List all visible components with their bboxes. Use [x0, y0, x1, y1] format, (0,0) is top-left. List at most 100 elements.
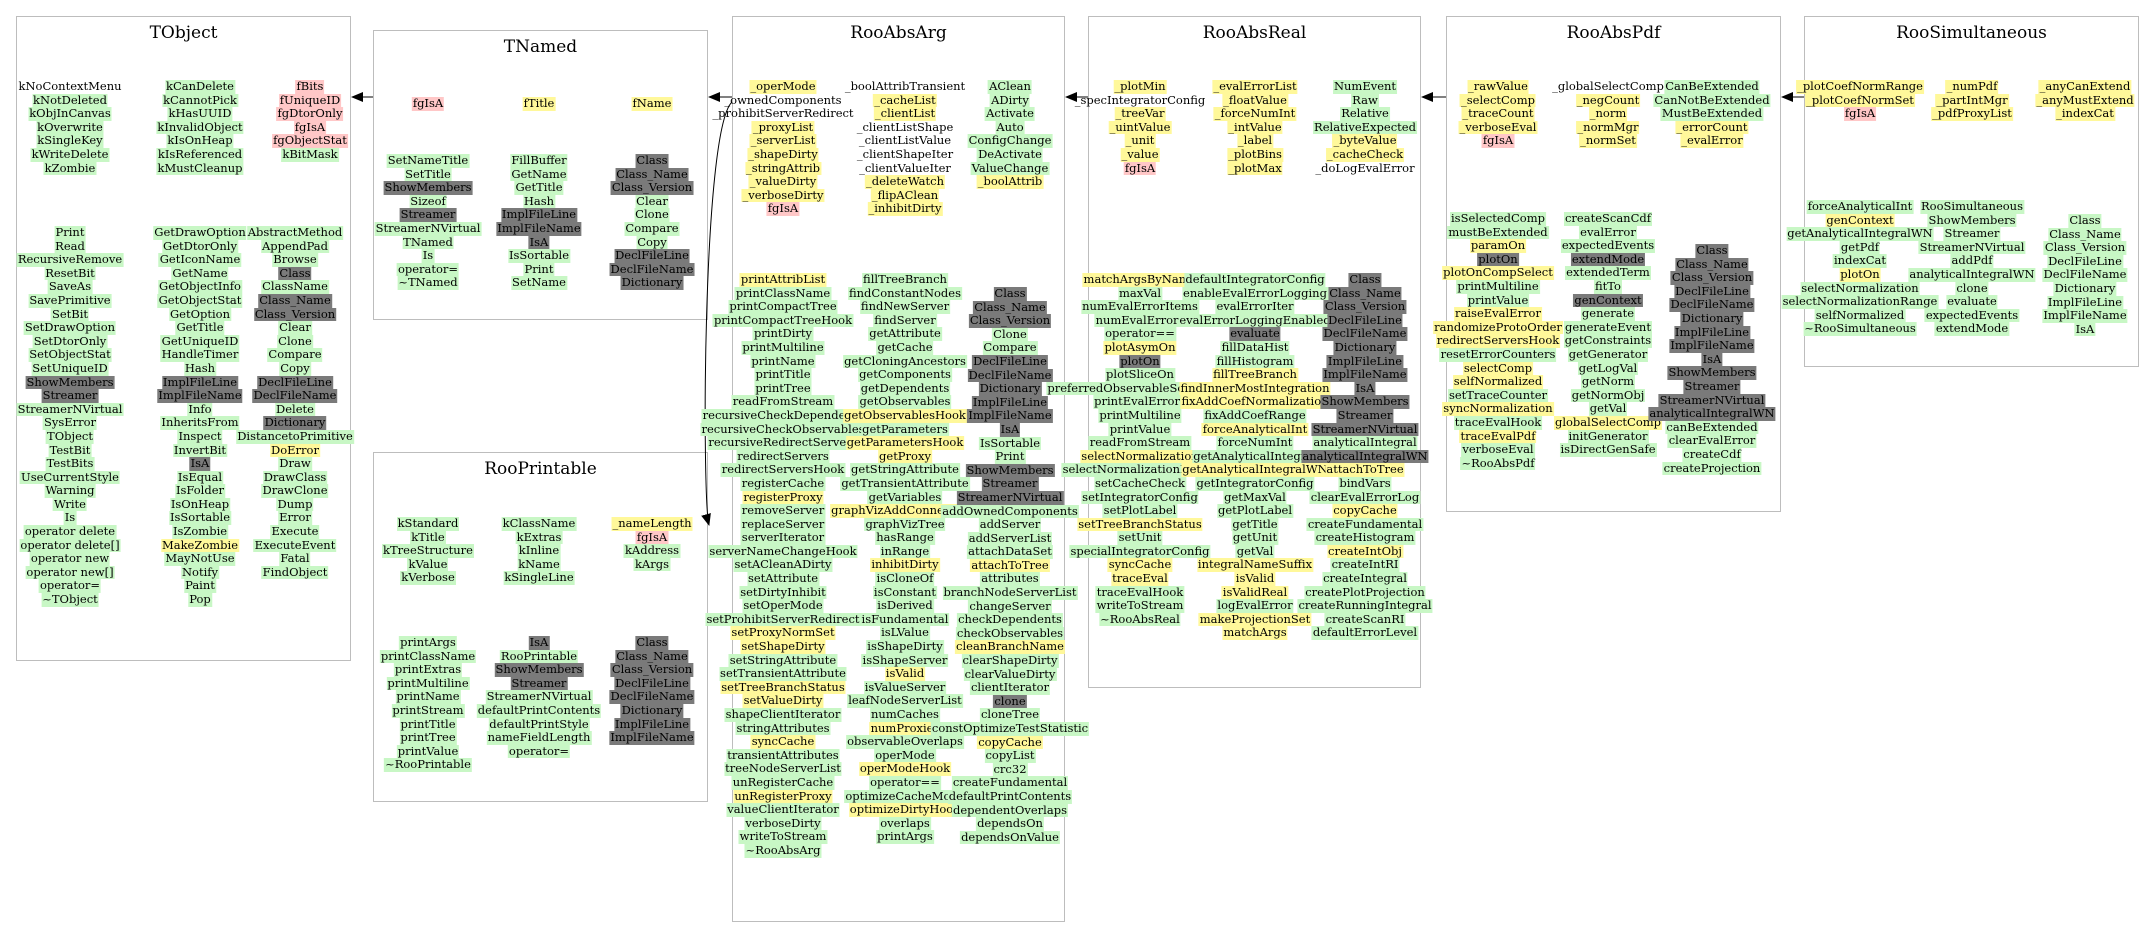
member-column: fBits fUniqueID fgDtorOnly fgIsA fgObjectSta…	[272, 79, 348, 162]
member-item: Class_Version	[610, 662, 694, 677]
member-item: Dictionary	[263, 415, 327, 430]
member-item: randomizeProtoOrder	[1433, 319, 1563, 335]
member-item: IsZombie	[171, 524, 229, 539]
member-item: makeProjectionSet	[1198, 611, 1312, 627]
member-item: printClassName	[734, 285, 832, 301]
member-item: getParametersHook	[845, 435, 965, 450]
member-item: _evalError	[1680, 133, 1744, 148]
member-column: kNoContextMenu kNotDeleted kObjInCanvas kOv…	[17, 79, 122, 176]
member-item: ImplFileName	[1669, 338, 1755, 353]
member-item: Class	[993, 286, 1027, 301]
member-item: attachDataSet	[967, 544, 1053, 559]
member-item: attachToTree	[970, 557, 1050, 573]
member-item: constOptimizeTestStatistic	[930, 721, 1090, 736]
member-item: isDirectGenSafe	[1559, 442, 1657, 457]
member-item: clearEvalErrorLog	[1309, 489, 1421, 505]
member-item: analyticalIntegral	[1312, 435, 1418, 450]
member-item: isShapeServer	[861, 652, 949, 668]
member-item: RelativeExpected	[1313, 119, 1417, 135]
member-item: ResetBit	[44, 265, 96, 281]
member-item: selfNormalized	[1814, 307, 1906, 323]
member-item: Fatal	[279, 551, 311, 566]
member-item: operMode	[874, 747, 936, 763]
member-item: IsA	[1354, 380, 1376, 396]
member-item: Class	[2068, 213, 2102, 228]
member-item: Compare	[267, 347, 323, 362]
member-item: Class	[635, 153, 669, 168]
member-item: kCannotPick	[162, 92, 238, 108]
member-item: DeclFileName	[1669, 297, 1755, 312]
member-item: StreamerNVirtual	[1311, 421, 1419, 437]
member-item: operator=	[38, 578, 102, 594]
member-item: _anyCanExtend	[2038, 79, 2132, 94]
member-item: Warning	[44, 483, 96, 498]
member-item: _cacheList	[873, 92, 937, 108]
member-item: ShowMembers	[494, 662, 584, 677]
member-item: createScanCdf	[1563, 211, 1653, 226]
member-item: selectNormalization	[1800, 280, 1920, 296]
member-item: SysError	[42, 415, 98, 430]
member-item: isCloneOf	[875, 571, 935, 586]
member-item: AClean	[988, 79, 1032, 94]
member-item: dependentOverlaps	[952, 802, 1068, 818]
member-item: ImplFileLine	[971, 394, 1049, 410]
member-item: isValidReal	[1221, 584, 1289, 600]
member-item: plotAsymOn	[1103, 339, 1177, 355]
member-item: _inhibitDirty	[867, 201, 943, 216]
member-item: overlaps	[879, 815, 931, 831]
member-item: Write	[53, 496, 87, 512]
member-item: maxVal	[1117, 285, 1163, 301]
member-item: createPlotProjection	[1304, 584, 1426, 600]
member-item: kValue	[407, 556, 449, 572]
member-item: Is	[421, 248, 435, 263]
member-item: cloneTree	[979, 707, 1041, 722]
member-item: _anyMustExtend	[2035, 92, 2135, 108]
member-item: SetTitle	[404, 166, 452, 182]
member-item: Paint	[184, 578, 216, 594]
member-item: Class_Name	[1675, 256, 1749, 272]
member-item: setAttribute	[746, 571, 820, 586]
member-item: readFromStream	[1088, 435, 1192, 450]
member-item: selectComp	[1462, 360, 1534, 376]
member-item: setStringAttribute	[728, 652, 838, 668]
member-item: getStringAttribute	[850, 462, 960, 477]
member-column: fTitle	[522, 96, 556, 111]
member-item: unRegisterCache	[731, 774, 835, 790]
member-item: traceEvalPdf	[1459, 428, 1537, 444]
member-item: setProhibitServerRedirect	[705, 611, 861, 627]
member-item: DeclFileLine	[972, 353, 1048, 369]
member-item: RooSimultaneous	[1920, 199, 2024, 214]
member-item: evalErrorIter	[1215, 299, 1295, 314]
member-item: evaluate	[1229, 326, 1281, 341]
member-item: Class	[278, 265, 312, 281]
member-item: Dictionary	[2053, 280, 2117, 296]
member-item: genContext	[1825, 212, 1895, 228]
member-item: enableEvalErrorLogging	[1182, 285, 1328, 301]
class-title: TObject	[149, 23, 218, 43]
member-item: Is	[63, 510, 77, 526]
member-item: copyList	[984, 748, 1036, 763]
member-item: analyticalIntegralWN	[1648, 406, 1776, 421]
member-item: Inspect	[177, 428, 223, 444]
member-item: _forceNumInt	[1213, 106, 1297, 121]
member-item: printTitle	[754, 367, 812, 382]
member-item: DeclFileName	[1322, 326, 1408, 341]
member-item: clientIterator	[969, 680, 1050, 695]
member-item: shapeClientIterator	[724, 707, 842, 722]
member-item: NumEvent	[1332, 79, 1398, 94]
member-item: observableOverlaps	[846, 734, 964, 749]
member-item: createFundamental	[1306, 516, 1424, 532]
member-item: selectNormalizationRange	[1061, 462, 1219, 477]
member-item: addPdf	[1950, 253, 1994, 268]
member-item: clearValueDirty	[963, 666, 1057, 682]
member-item: addServer	[978, 517, 1042, 532]
member-item: fgIsA	[1843, 106, 1877, 121]
member-item: setPlotLabel	[1102, 503, 1178, 518]
member-column: GetDrawOption GetDtorOnly GetIconName GetNa…	[153, 225, 247, 607]
member-item: fgIsA	[411, 96, 445, 111]
member-item: ImplFileLine	[161, 374, 239, 390]
member-item: getCache	[876, 339, 934, 355]
member-item: printMultiline	[1098, 407, 1182, 423]
member-item: kCanDelete	[165, 79, 235, 94]
member-item: canBeExtended	[1665, 419, 1759, 435]
